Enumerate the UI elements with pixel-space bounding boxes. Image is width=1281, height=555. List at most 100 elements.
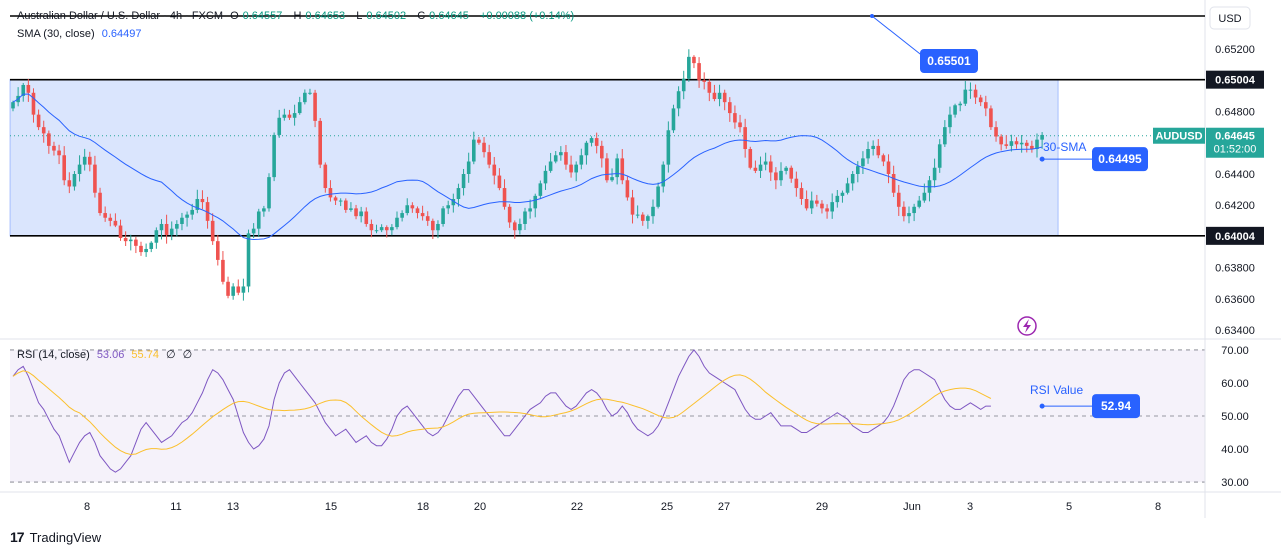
candle-body xyxy=(195,198,200,210)
candle xyxy=(1035,133,1039,158)
candle xyxy=(891,165,896,197)
candle xyxy=(584,140,589,165)
candle xyxy=(369,219,374,238)
candle-body xyxy=(318,120,322,165)
candle xyxy=(338,198,343,207)
candle-body xyxy=(707,81,712,93)
candle xyxy=(159,219,164,240)
candle xyxy=(651,199,655,224)
candle-body xyxy=(763,161,768,165)
candle-body xyxy=(553,155,558,162)
candle xyxy=(733,105,737,129)
candle-body xyxy=(871,145,875,150)
candle xyxy=(789,165,794,183)
sma-30-line[interactable] xyxy=(12,93,1043,241)
candle-body xyxy=(948,114,952,128)
candle-body xyxy=(328,188,333,198)
candle xyxy=(876,139,881,159)
candle-body xyxy=(681,78,686,92)
candle xyxy=(799,182,804,205)
candle-body xyxy=(1030,145,1034,150)
rsi-tick-label: 70.00 xyxy=(1221,345,1249,357)
candle xyxy=(441,206,445,227)
candle-body xyxy=(451,198,456,206)
candle xyxy=(175,220,179,237)
candle-body xyxy=(246,233,251,287)
candle-body xyxy=(512,222,517,231)
candle-body xyxy=(303,92,307,103)
candle xyxy=(210,213,215,245)
candle xyxy=(728,97,732,122)
price-change: +0.00088 (+0.14%) xyxy=(479,10,575,22)
candle xyxy=(390,224,394,236)
sma-callout-badge[interactable] xyxy=(1092,147,1148,172)
candle-body xyxy=(72,174,77,187)
candle-body xyxy=(123,238,128,242)
candle xyxy=(169,221,174,241)
time-tick-label: 3 xyxy=(967,501,973,513)
candle-body xyxy=(589,138,594,143)
candle xyxy=(1030,140,1034,153)
rsi-callout-badge[interactable] xyxy=(1092,394,1140,419)
candle-body xyxy=(446,205,450,209)
candle-body xyxy=(88,156,92,165)
lightning-icon[interactable] xyxy=(1017,316,1037,336)
candle-body xyxy=(47,133,51,146)
candle-body xyxy=(415,208,420,214)
candle xyxy=(256,208,261,238)
candle xyxy=(784,166,788,175)
candle-body xyxy=(671,108,676,131)
candle-body xyxy=(518,223,522,231)
candle-body xyxy=(646,216,650,221)
candle xyxy=(533,193,538,218)
candle-body xyxy=(113,220,118,226)
rsi-line[interactable] xyxy=(12,349,991,473)
brand-name: TradingView xyxy=(29,529,102,545)
candle xyxy=(308,88,312,95)
rsi-tick-label: 50.00 xyxy=(1221,411,1249,423)
candle-body xyxy=(410,205,415,209)
tradingview-brand[interactable]: 17 TradingView xyxy=(10,529,101,545)
candle xyxy=(410,202,415,213)
candle xyxy=(743,118,747,158)
currency-selector[interactable]: USD xyxy=(1209,6,1251,30)
candle xyxy=(277,109,282,138)
candle-body xyxy=(661,164,666,187)
candle-body xyxy=(733,113,737,123)
candle xyxy=(661,161,666,193)
rsi-tick-label: 60.00 xyxy=(1221,378,1249,390)
symbol-badge xyxy=(1153,127,1205,144)
candle xyxy=(528,199,532,219)
candle-body xyxy=(1035,139,1039,150)
candle-body xyxy=(472,139,476,162)
candle-body xyxy=(216,241,220,260)
price-tick-label: 0.64400 xyxy=(1215,169,1255,181)
candle xyxy=(123,231,128,247)
candle xyxy=(287,109,292,120)
candle-body xyxy=(338,200,343,202)
candle-body xyxy=(287,114,292,118)
candle-body xyxy=(267,177,271,209)
sma-legend[interactable]: SMA (30, close) 0.64497 xyxy=(17,28,145,40)
candle-body xyxy=(615,158,619,178)
candle xyxy=(758,156,763,178)
time-tick-label: 15 xyxy=(325,501,337,513)
candle xyxy=(282,108,287,121)
candle xyxy=(405,198,410,216)
time-tick-label: 11 xyxy=(170,501,181,513)
lightning-icon-bolt xyxy=(1023,319,1031,333)
candle-body xyxy=(932,167,937,181)
rsi-legend[interactable]: RSI (14, close) 53.06 55.74 ∅ ∅ xyxy=(17,348,196,361)
candle xyxy=(902,201,906,222)
candle xyxy=(615,153,619,185)
candle-body xyxy=(569,164,573,173)
candle-body xyxy=(395,217,399,228)
candle xyxy=(26,79,31,102)
high-callout-badge[interactable] xyxy=(920,49,978,73)
currency-box[interactable] xyxy=(1209,6,1251,30)
candle xyxy=(656,182,660,209)
candle-body xyxy=(400,213,404,218)
candle xyxy=(144,243,148,257)
candle-body xyxy=(564,152,568,165)
